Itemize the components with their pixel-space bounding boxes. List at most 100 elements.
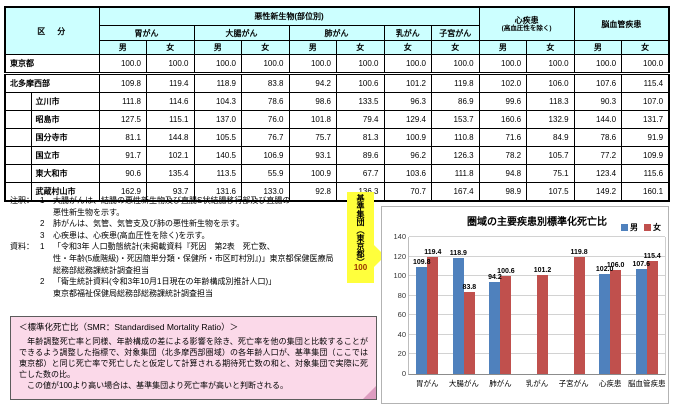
note-number xyxy=(40,253,53,265)
table-cell: 94.2 xyxy=(288,73,337,93)
table-cell: 126.3 xyxy=(431,146,480,165)
note-line: 3 心疾患は、心疾患(高血圧性を除く)を示す。 xyxy=(10,230,355,242)
row-label: 東京都 xyxy=(4,54,100,75)
table-cell: 75.1 xyxy=(526,164,575,183)
baseline-callout: 基準集団（東京都） 100 xyxy=(347,192,374,283)
legend-female-label: 女 xyxy=(653,223,661,232)
table-cell: 89.6 xyxy=(336,146,385,165)
table-cell: 115.6 xyxy=(621,164,670,183)
table-cell: 78.2 xyxy=(478,146,528,165)
note-line: 総務部総務課統計調査担当 xyxy=(10,265,355,277)
table-cell: 132.9 xyxy=(526,110,575,129)
sex-header: 男 xyxy=(573,40,623,55)
table-cell: 114.6 xyxy=(146,92,195,111)
table-cell: 144.0 xyxy=(573,110,623,129)
group-header: 脳血管疾患 xyxy=(573,6,670,41)
gridline xyxy=(409,353,665,355)
bar-group: 118.9 83.8 大腸がん xyxy=(446,237,483,388)
bar-data-label: 107.6 xyxy=(632,260,651,268)
disease-header: 肺がん xyxy=(288,25,385,41)
sex-header: 女 xyxy=(526,40,575,55)
table-cell: 113.5 xyxy=(193,164,242,183)
sex-header: 男 xyxy=(98,40,147,55)
gridline xyxy=(409,236,665,237)
table-cell: 76.0 xyxy=(241,110,290,129)
group-header-label: 心疾患 xyxy=(514,16,539,25)
table-cell: 119.4 xyxy=(146,73,195,93)
baseline-callout-label: 基準集団（東京都） xyxy=(356,194,365,266)
x-axis-label: 肺がん xyxy=(489,379,512,388)
note-text: 大腸がんは、結腸の悪性新生物及び直腸S状結腸移行部及び直腸の xyxy=(53,196,291,205)
table-cell: 76.7 xyxy=(241,128,290,147)
bar-group: 94.2 100.6 肺がん xyxy=(482,237,519,388)
notes-block: 注釈： 1 大腸がんは、結腸の悪性新生物及び直腸S状結腸移行部及び直腸の 悪性新生物を… xyxy=(10,195,355,299)
gridline xyxy=(409,294,665,296)
table-cell: 104.3 xyxy=(193,92,242,111)
table-cell: 71.6 xyxy=(478,128,528,147)
table-cell: 140.5 xyxy=(193,146,242,165)
table-cell: 118.3 xyxy=(526,92,575,111)
note-number xyxy=(40,207,53,219)
sex-header: 女 xyxy=(383,40,432,55)
y-axis-tick: 140 xyxy=(393,232,406,241)
note-label xyxy=(10,253,40,265)
sex-header: 男 xyxy=(478,40,528,55)
bar-group: 107.6 115.4 脳血管疾患 xyxy=(628,237,666,388)
table-cell: 78.6 xyxy=(241,92,290,111)
note-label: 注釈： xyxy=(10,196,34,205)
bar-group: 109.8 119.4 胃がん xyxy=(409,237,446,388)
table-row: 立川市 111.8 114.6 104.3 78.6 98.6 133.5 96.3 86.9 9… xyxy=(4,92,670,111)
smr-definition-body: 年齢調整死亡率と同様、年齢構成の差による影響を除き、死亡率を他の集団と比較するこ… xyxy=(19,336,368,391)
table-cell: 90.6 xyxy=(98,164,147,183)
table-cell: 160.6 xyxy=(478,110,528,129)
table-cell: 144.8 xyxy=(146,128,195,147)
table-cell: 100.0 xyxy=(193,54,242,75)
note-label xyxy=(10,276,40,288)
bar-data-label: 102.0 xyxy=(595,266,614,274)
table-cell: 100.0 xyxy=(431,54,480,75)
table-cell: 86.9 xyxy=(431,92,480,111)
table-cell: 131.6 xyxy=(193,182,242,202)
note-number: 2 xyxy=(40,277,45,287)
note-text: 総務部総務課統計調査担当 xyxy=(53,265,149,275)
disease-header: 子宮がん xyxy=(431,25,480,41)
note-number: 3 xyxy=(40,230,45,240)
folded-corner xyxy=(363,386,376,399)
table-cell: 131.7 xyxy=(621,110,670,129)
table-cell: 162.9 xyxy=(98,182,147,202)
table-cell: 101.2 xyxy=(383,73,432,93)
x-axis-label: 子宮がん xyxy=(558,379,589,388)
table-cell: 153.7 xyxy=(431,110,480,129)
row-label: 立川市 xyxy=(30,92,100,111)
y-axis-tick: 100 xyxy=(393,271,406,281)
sex-header: 女 xyxy=(336,40,385,55)
table-cell: 100.0 xyxy=(573,54,623,75)
table-cell: 102.0 xyxy=(478,73,528,93)
note-number xyxy=(40,288,53,300)
bar-data-label: 94.2 xyxy=(488,273,502,281)
note-text: 心疾患は、心疾患(高血圧性を除く)を示す。 xyxy=(53,230,210,240)
bar-male xyxy=(599,274,611,374)
table-cell: 127.5 xyxy=(98,110,147,129)
table-cell: 100.0 xyxy=(336,54,385,75)
table-cell: 90.3 xyxy=(573,92,623,111)
table-cell: 110.8 xyxy=(431,128,480,147)
row-indent-cell xyxy=(4,164,32,183)
table-cell: 123.4 xyxy=(573,164,623,183)
note-text: 「衛生統計資料(令和3年10月1日現在の年齢構成別推計人口)」 xyxy=(53,277,277,287)
note-text: 東京都福祉保健局総務部総務課統計調査担当 xyxy=(53,288,213,298)
y-axis-tick: 0 xyxy=(401,369,406,378)
bar-data-label: 106.0 xyxy=(606,262,625,270)
table-cell: 101.8 xyxy=(288,110,337,129)
smr-definition-box: ＜標準化死亡比（SMR：Standardised Mortality Ratio… xyxy=(10,316,377,400)
note-line: 性・年齢(5歳階級)・死因簡単分類・保健所・市区町村別』)」東京都保健医療局 xyxy=(10,253,355,265)
row-label: 昭島市 xyxy=(30,110,100,129)
table-cell: 100.0 xyxy=(241,54,290,75)
sex-header: 男 xyxy=(193,40,242,55)
note-label xyxy=(10,288,40,300)
row-label: 武蔵村山市 xyxy=(30,182,100,202)
sex-header: 女 xyxy=(146,40,195,55)
table-row: 昭島市 127.5 115.1 137.0 76.0 101.8 79.4 129.4 153.… xyxy=(4,110,670,129)
x-axis-label: 乳がん xyxy=(525,379,549,388)
table-cell: 93.7 xyxy=(146,182,195,202)
